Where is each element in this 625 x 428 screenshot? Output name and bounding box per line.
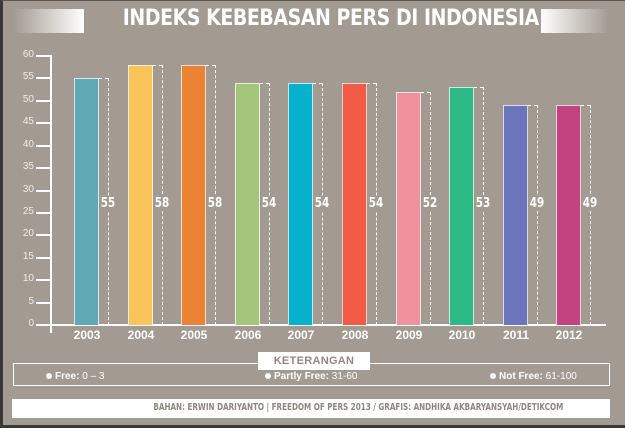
value-marker-top: [99, 78, 108, 80]
value-label: 49: [581, 196, 599, 211]
x-axis: [36, 324, 606, 326]
y-tick-label: 5: [28, 295, 34, 307]
value-marker-line: [537, 105, 538, 325]
bar-2003: [74, 78, 99, 325]
x-tick-label: 2003: [73, 328, 101, 342]
y-tick: [36, 55, 51, 57]
value-label: 58: [153, 196, 171, 211]
y-tick-label: 55: [22, 71, 34, 83]
y-tick-label: 15: [22, 250, 34, 262]
value-marker-line: [215, 64, 216, 325]
value-marker-top: [153, 64, 162, 66]
legend-item-not-free: Not Free: 61-100: [490, 371, 577, 382]
credit-text: BAHAN: ERWIN DARIYANTO | FREEDOM OF PERS…: [153, 402, 563, 413]
bar-chart: 0 5 10 15 20 25 30 35 40 45 50 55 60 55 2003 58 2004 58 20…: [22, 49, 606, 342]
y-tick-label: 60: [22, 49, 34, 60]
bar-2004: [128, 64, 153, 325]
y-axis: [50, 55, 52, 333]
value-label: 53: [474, 196, 492, 211]
credit-footer: BAHAN: ERWIN DARIYANTO | FREEDOM OF PERS…: [12, 399, 610, 418]
x-tick-label: 2008: [341, 328, 369, 342]
y-tick-label: 20: [22, 228, 34, 240]
y-tick-label: 35: [22, 161, 34, 173]
value-marker-top: [367, 82, 376, 84]
bar-2010: [449, 87, 474, 325]
value-marker-top: [581, 105, 590, 107]
value-marker-top: [206, 64, 215, 66]
bar-2006: [235, 82, 260, 325]
legend-item-free: Free: 0 – 3: [46, 371, 104, 382]
value-label: 54: [367, 196, 385, 211]
x-tick-label: 2012: [555, 328, 583, 342]
bar-2011: [503, 105, 528, 325]
y-tick: [36, 144, 51, 147]
y-tick: [36, 234, 51, 237]
x-tick-label: 2007: [287, 328, 315, 342]
y-tick: [36, 99, 51, 102]
value-marker-line: [590, 105, 591, 325]
value-label: 54: [260, 196, 278, 211]
title-gradient-right: [541, 9, 609, 33]
value-label: 52: [421, 196, 439, 211]
y-tick: [36, 279, 51, 282]
y-tick-label: 25: [22, 205, 34, 217]
legend-title: KETERANGAN: [258, 352, 370, 370]
bar-2005: [181, 64, 206, 325]
x-tick-label: 2009: [395, 328, 423, 342]
y-tick-label: 50: [22, 93, 34, 105]
value-label: 58: [206, 196, 224, 211]
legend-item-partly-free: Partly Free: 31-60: [265, 371, 357, 382]
x-tick-label: 2005: [180, 328, 208, 342]
x-tick-label: 2010: [448, 328, 476, 342]
value-marker-top: [313, 82, 322, 84]
bar-2009: [396, 91, 421, 325]
value-label: 54: [313, 196, 331, 211]
y-tick-label: 0: [28, 318, 34, 329]
title-banner: INDEKS KEBEBASAN PERS DI INDONESIA: [0, 6, 625, 33]
bullet-icon: [490, 373, 496, 379]
x-tick-label: 2004: [127, 328, 155, 342]
y-tick: [36, 324, 51, 326]
bullet-icon: [46, 373, 52, 379]
page-title: INDEKS KEBEBASAN PERS DI INDONESIA: [122, 6, 540, 31]
value-marker-top: [421, 91, 430, 93]
value-marker-top: [260, 82, 269, 84]
x-tick-label: 2006: [234, 328, 262, 342]
value-label: 49: [528, 196, 546, 211]
y-tick-label: 30: [22, 183, 34, 195]
bar-2008: [342, 82, 367, 325]
bar-2012: [556, 105, 581, 325]
y-tick: [36, 211, 51, 214]
value-marker-top: [474, 87, 483, 89]
y-tick: [36, 301, 51, 304]
y-tick-label: 10: [22, 273, 34, 285]
title-gradient-left: [14, 9, 84, 33]
value-marker-top: [528, 105, 537, 107]
value-marker-line: [162, 64, 163, 325]
y-tick: [36, 77, 51, 80]
y-tick: [36, 256, 51, 259]
bullet-icon: [265, 373, 271, 379]
y-tick-label: 40: [22, 138, 34, 150]
value-label: 55: [99, 196, 117, 211]
y-tick-label: 45: [22, 116, 34, 128]
bar-2007: [288, 82, 313, 325]
y-tick: [36, 122, 51, 125]
y-tick: [36, 189, 51, 192]
y-tick: [36, 167, 51, 170]
x-tick-label: 2011: [502, 328, 530, 342]
